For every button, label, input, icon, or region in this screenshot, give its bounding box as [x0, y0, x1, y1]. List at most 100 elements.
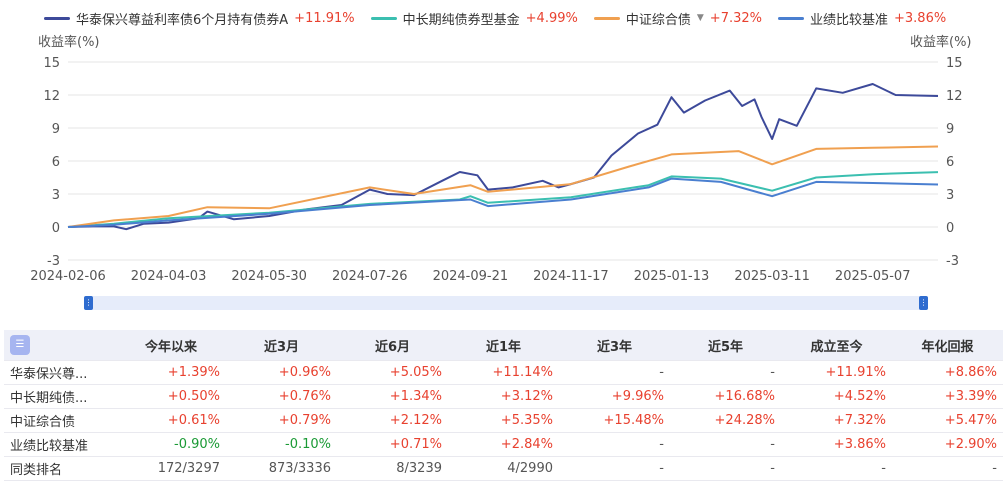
grip-icon: ⋮	[919, 298, 928, 307]
y-tick-label-right: 3	[946, 188, 954, 203]
y-tick-label-right: 0	[946, 221, 954, 236]
row-label: 业绩比较基准	[4, 432, 116, 457]
table-row: 华泰保兴尊... +1.39% +0.96% +5.05% +11.14% - - +11.9…	[4, 360, 1003, 385]
table-cell: +9.96%	[559, 384, 670, 409]
table-cell: 8/3239	[337, 456, 448, 481]
chevron-down-icon[interactable]: ▼	[696, 13, 704, 23]
table-cell: -0.10%	[226, 432, 337, 457]
grip-icon: ⋮	[84, 298, 93, 307]
table-cell: +0.76%	[226, 384, 337, 409]
table-cell: +0.71%	[337, 432, 448, 457]
table-cell: +11.91%	[781, 360, 892, 385]
legend-item[interactable]: 业绩比较基准 +3.86%	[778, 9, 946, 28]
row-label: 中证综合债	[4, 408, 116, 433]
table-cell: +3.12%	[448, 384, 559, 409]
table-cell: 172/3297	[116, 456, 226, 481]
x-tick-label: 2024-11-17	[533, 269, 609, 284]
column-header: 近5年	[670, 330, 781, 361]
legend-line-icon	[593, 16, 620, 20]
y-tick-label-left: 15	[43, 56, 60, 71]
series-line	[67, 171, 939, 228]
table-row: 同类排名 172/3297 873/3336 8/3239 4/2990- - - -	[4, 456, 1003, 481]
column-header: 成立至今	[781, 330, 892, 361]
table-cell: +3.39%	[892, 384, 1003, 409]
table-row: 中证综合债 +0.61% +0.79% +2.12% +5.35% +15.48% +24.…	[4, 408, 1003, 433]
table-settings-icon[interactable]: ☰	[10, 335, 30, 355]
y-tick-label-left: 0	[52, 221, 60, 236]
series-line	[67, 145, 939, 228]
table-cell: +2.12%	[337, 408, 448, 433]
legend-item[interactable]: 中证综合债 ▼ +7.32%	[593, 9, 762, 28]
table-row: 业绩比较基准 -0.90% -0.10% +0.71% +2.84% - - +3.86% +2…	[4, 432, 1003, 457]
table-cell: +2.84%	[448, 432, 559, 457]
column-header: 近3月	[226, 330, 337, 361]
x-tick-label: 2024-04-03	[131, 269, 207, 284]
slider-handle-left[interactable]: ⋮	[84, 296, 93, 310]
table-corner: ☰	[4, 330, 116, 361]
table-cell: +2.90%	[892, 432, 1003, 457]
table-row: 中长期纯债... +0.50% +0.76% +1.34% +3.12% +9.96% +1…	[4, 384, 1003, 409]
row-label: 华泰保兴尊...	[4, 360, 116, 385]
table-cell: +7.32%	[781, 408, 892, 433]
legend-value: +4.99%	[525, 10, 578, 26]
table-cell: +24.28%	[670, 408, 781, 433]
y-tick-label-right: 15	[946, 56, 963, 71]
row-label: 同类排名	[4, 456, 116, 481]
y-tick-label-left: -3	[47, 254, 60, 269]
legend-value: +3.86%	[894, 10, 947, 26]
legend-item[interactable]: 中长期纯债券型基金 +4.99%	[370, 9, 578, 28]
column-header: 近3年	[559, 330, 670, 361]
table-cell: +0.50%	[116, 384, 226, 409]
legend-line-icon	[44, 16, 70, 20]
y-tick-label-left: 6	[52, 155, 60, 170]
y-tick-label-left: 3	[52, 188, 60, 203]
table-cell: +0.96%	[226, 360, 337, 385]
y-tick-label-right: 6	[946, 155, 954, 170]
legend-label: 中证综合债	[625, 12, 691, 28]
legend-label: 华泰保兴尊益利率债6个月持有债券A	[76, 12, 289, 28]
table-cell: -	[670, 432, 781, 457]
y-axis-label-left: 收益率(%)	[38, 34, 100, 50]
table-cell: -	[670, 360, 781, 385]
legend-label: 中长期纯债券型基金	[402, 12, 520, 28]
x-tick-label: 2025-05-07	[835, 269, 911, 284]
table-cell: -	[781, 456, 892, 481]
table-cell: +3.86%	[781, 432, 892, 457]
legend-line-icon	[778, 16, 804, 20]
series-line	[67, 177, 939, 228]
legend-value: +7.32%	[709, 10, 762, 26]
table-cell: +4.52%	[781, 384, 892, 409]
slider-handle-right[interactable]: ⋮	[919, 296, 928, 310]
table-cell: +1.34%	[337, 384, 448, 409]
y-tick-label-right: 9	[946, 122, 954, 137]
legend-line-icon	[370, 16, 397, 20]
table-cell: 4/2990	[448, 456, 559, 481]
table-cell: +5.47%	[892, 408, 1003, 433]
table-cell: +0.79%	[226, 408, 337, 433]
table-cell: -	[559, 360, 670, 385]
slider-track[interactable]	[88, 296, 924, 310]
legend-item[interactable]: 华泰保兴尊益利率债6个月持有债券A +11.91%	[44, 9, 355, 28]
x-tick-label: 2024-05-30	[231, 269, 307, 284]
table-cell: -0.90%	[116, 432, 226, 457]
y-axis-label-right: 收益率(%)	[910, 34, 972, 50]
table-cell: +5.05%	[337, 360, 448, 385]
x-tick-label: 2025-03-11	[734, 269, 810, 284]
table-cell: +8.86%	[892, 360, 1003, 385]
row-label: 中长期纯债...	[4, 384, 116, 409]
performance-table: ☰ 今年以来 近3月 近6月 近1年 近3年 近5年 成立至今 年化回报 华泰保兴尊... +1…	[4, 330, 1003, 481]
x-tick-label: 2025-01-13	[634, 269, 710, 284]
y-tick-label-right: 12	[946, 89, 963, 104]
table-cell: +5.35%	[448, 408, 559, 433]
x-tick-label: 2024-02-06	[30, 269, 106, 284]
series-line	[67, 83, 939, 231]
column-header: 年化回报	[892, 330, 1003, 361]
legend-label: 业绩比较基准	[810, 12, 889, 28]
column-header: 近1年	[448, 330, 559, 361]
legend-value: +11.91%	[294, 10, 355, 26]
date-range-slider[interactable]: ⋮ ⋮	[84, 296, 928, 310]
chart-legend: 华泰保兴尊益利率债6个月持有债券A +11.91% 中长期纯债券型基金 +4.99% 中…	[44, 8, 962, 28]
table-cell: +1.39%	[116, 360, 226, 385]
table-cell: -	[892, 456, 1003, 481]
table-cell: -	[559, 456, 670, 481]
